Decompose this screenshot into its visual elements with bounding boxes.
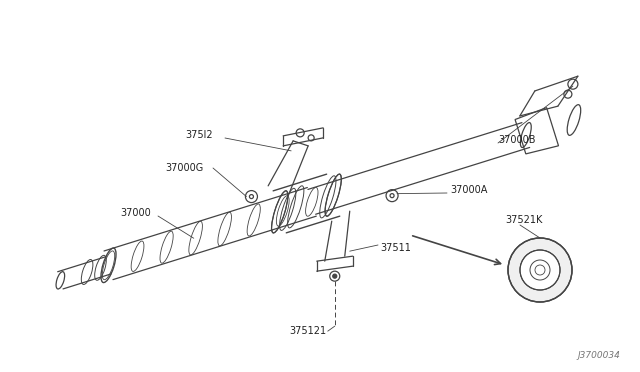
Ellipse shape xyxy=(508,238,572,302)
Text: 37000B: 37000B xyxy=(498,135,536,145)
Text: 37000A: 37000A xyxy=(450,185,488,195)
Text: 37000G: 37000G xyxy=(165,163,204,173)
Text: 37521K: 37521K xyxy=(505,215,542,225)
Ellipse shape xyxy=(520,250,560,290)
Text: 375l2: 375l2 xyxy=(185,130,212,140)
Text: 375121: 375121 xyxy=(290,326,327,336)
Ellipse shape xyxy=(333,274,337,278)
Text: 37511: 37511 xyxy=(380,243,411,253)
Text: J3700034: J3700034 xyxy=(577,351,620,360)
Text: 37000: 37000 xyxy=(120,208,151,218)
